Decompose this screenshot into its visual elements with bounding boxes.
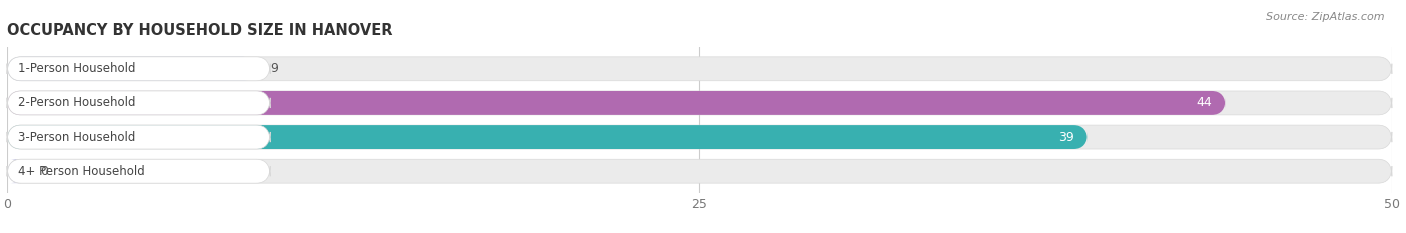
Text: 9: 9 bbox=[270, 62, 278, 75]
Text: 39: 39 bbox=[1057, 130, 1073, 144]
FancyBboxPatch shape bbox=[7, 91, 270, 115]
Text: OCCUPANCY BY HOUSEHOLD SIZE IN HANOVER: OCCUPANCY BY HOUSEHOLD SIZE IN HANOVER bbox=[7, 24, 392, 38]
FancyBboxPatch shape bbox=[7, 57, 256, 81]
Text: 1-Person Household: 1-Person Household bbox=[18, 62, 135, 75]
FancyBboxPatch shape bbox=[7, 125, 270, 149]
Text: Source: ZipAtlas.com: Source: ZipAtlas.com bbox=[1267, 12, 1385, 22]
FancyBboxPatch shape bbox=[7, 91, 1226, 115]
Text: 3-Person Household: 3-Person Household bbox=[18, 130, 135, 144]
FancyBboxPatch shape bbox=[7, 125, 1087, 149]
FancyBboxPatch shape bbox=[7, 159, 270, 183]
Text: 4+ Person Household: 4+ Person Household bbox=[18, 165, 145, 178]
Text: 2-Person Household: 2-Person Household bbox=[18, 96, 135, 110]
Text: 44: 44 bbox=[1197, 96, 1212, 110]
FancyBboxPatch shape bbox=[7, 159, 24, 183]
FancyBboxPatch shape bbox=[7, 57, 270, 81]
Text: 0: 0 bbox=[41, 165, 48, 178]
FancyBboxPatch shape bbox=[7, 57, 1392, 81]
FancyBboxPatch shape bbox=[7, 125, 1392, 149]
FancyBboxPatch shape bbox=[7, 159, 1392, 183]
FancyBboxPatch shape bbox=[7, 91, 1392, 115]
